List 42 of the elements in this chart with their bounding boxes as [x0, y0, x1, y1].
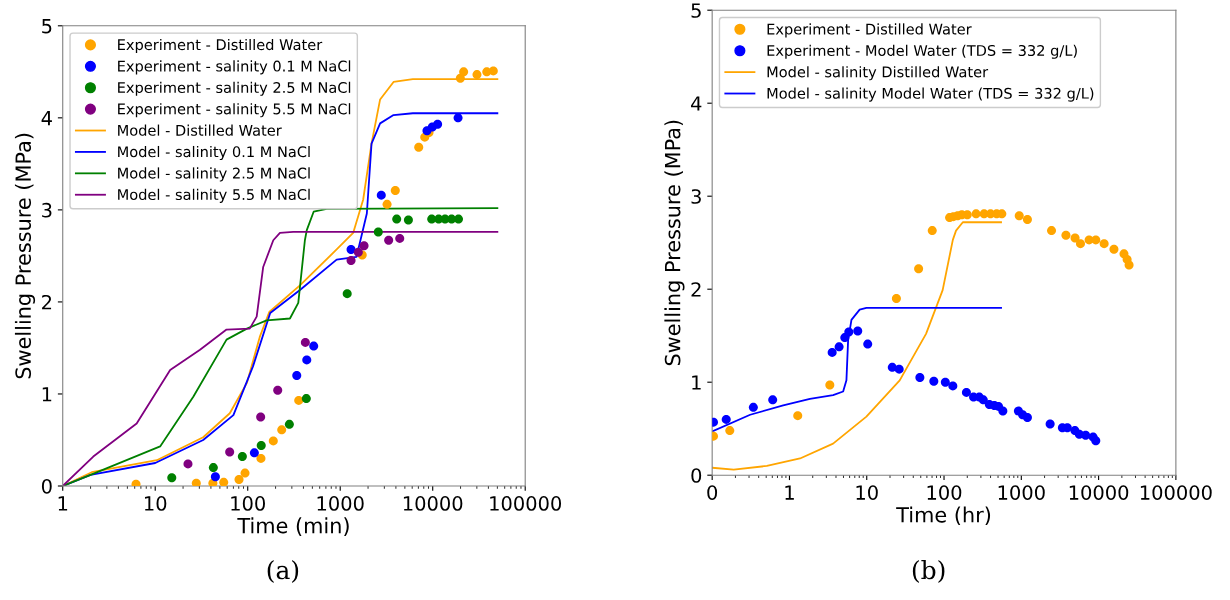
legend-label: Model - salinity Model Water (TDS = 332 g/L): [767, 87, 1094, 102]
y-tick-label: 1: [692, 375, 701, 390]
x-tick-label: 10: [144, 496, 167, 511]
x-tick-label: 1: [58, 496, 68, 511]
legend-label: Model - salinity 5.5 M NaCl: [118, 188, 310, 203]
text: (b): [912, 560, 945, 583]
legend-label: Experiment - Distilled Water: [767, 23, 972, 38]
y-tick-label: 2: [691, 282, 701, 297]
x-tick-label: 10: [856, 485, 878, 500]
legend-label: Experiment - Model Water (TDS = 332 g/L): [767, 44, 1077, 59]
y-axis-title: Swelling Pressure (MPa): [14, 133, 36, 379]
x-tick-label: 1000: [317, 496, 364, 511]
x-tick-label: 10000: [403, 496, 463, 511]
x-tick-label: 1000: [998, 485, 1045, 500]
legend-label: Model - salinity 2.5 M NaCl: [118, 167, 310, 182]
legend-label: Model - Distilled Water: [118, 124, 282, 136]
x-tick-label: 100000: [1140, 485, 1212, 500]
x-tick-label: 100: [231, 496, 265, 511]
x-tick-label: 100: [927, 485, 962, 500]
x-axis-title: Time (min): [237, 517, 349, 536]
x-axis-title: Time (hr): [896, 506, 991, 526]
x-tick-label: 10000: [1069, 485, 1129, 500]
legend-label: Model - salinity 0.1 M NaCl: [118, 145, 310, 161]
legend-label: Model - salinity Distilled Water: [767, 66, 989, 81]
y-tick-label: 4: [691, 96, 702, 111]
x-tick-label: 1: [785, 485, 794, 500]
y-tick-label: 3: [691, 189, 701, 204]
legend-label: Experiment - salinity 2.5 M NaCl: [118, 81, 351, 96]
legend-label: Experiment - Distilled Water: [118, 38, 323, 54]
y-tick-label: 1: [42, 387, 52, 402]
legend-label: Experiment - salinity 0.1 M NaCl: [118, 60, 351, 75]
y-tick-label: 5: [42, 19, 52, 34]
y-tick-label: 2: [42, 294, 52, 310]
y-tick-label: 0: [691, 468, 702, 483]
y-tick-label: 4: [41, 111, 52, 126]
x-tick-label: 0: [707, 485, 718, 500]
y-tick-label: 3: [42, 202, 52, 218]
y-tick-label: 5: [691, 3, 701, 18]
text: (a): [267, 560, 299, 583]
y-axis-title: Swelling Pressure (MPa): [664, 120, 685, 366]
legend-label: Experiment - salinity 5.5 M NaCl: [118, 103, 351, 118]
x-tick-label: 100000: [490, 496, 562, 511]
